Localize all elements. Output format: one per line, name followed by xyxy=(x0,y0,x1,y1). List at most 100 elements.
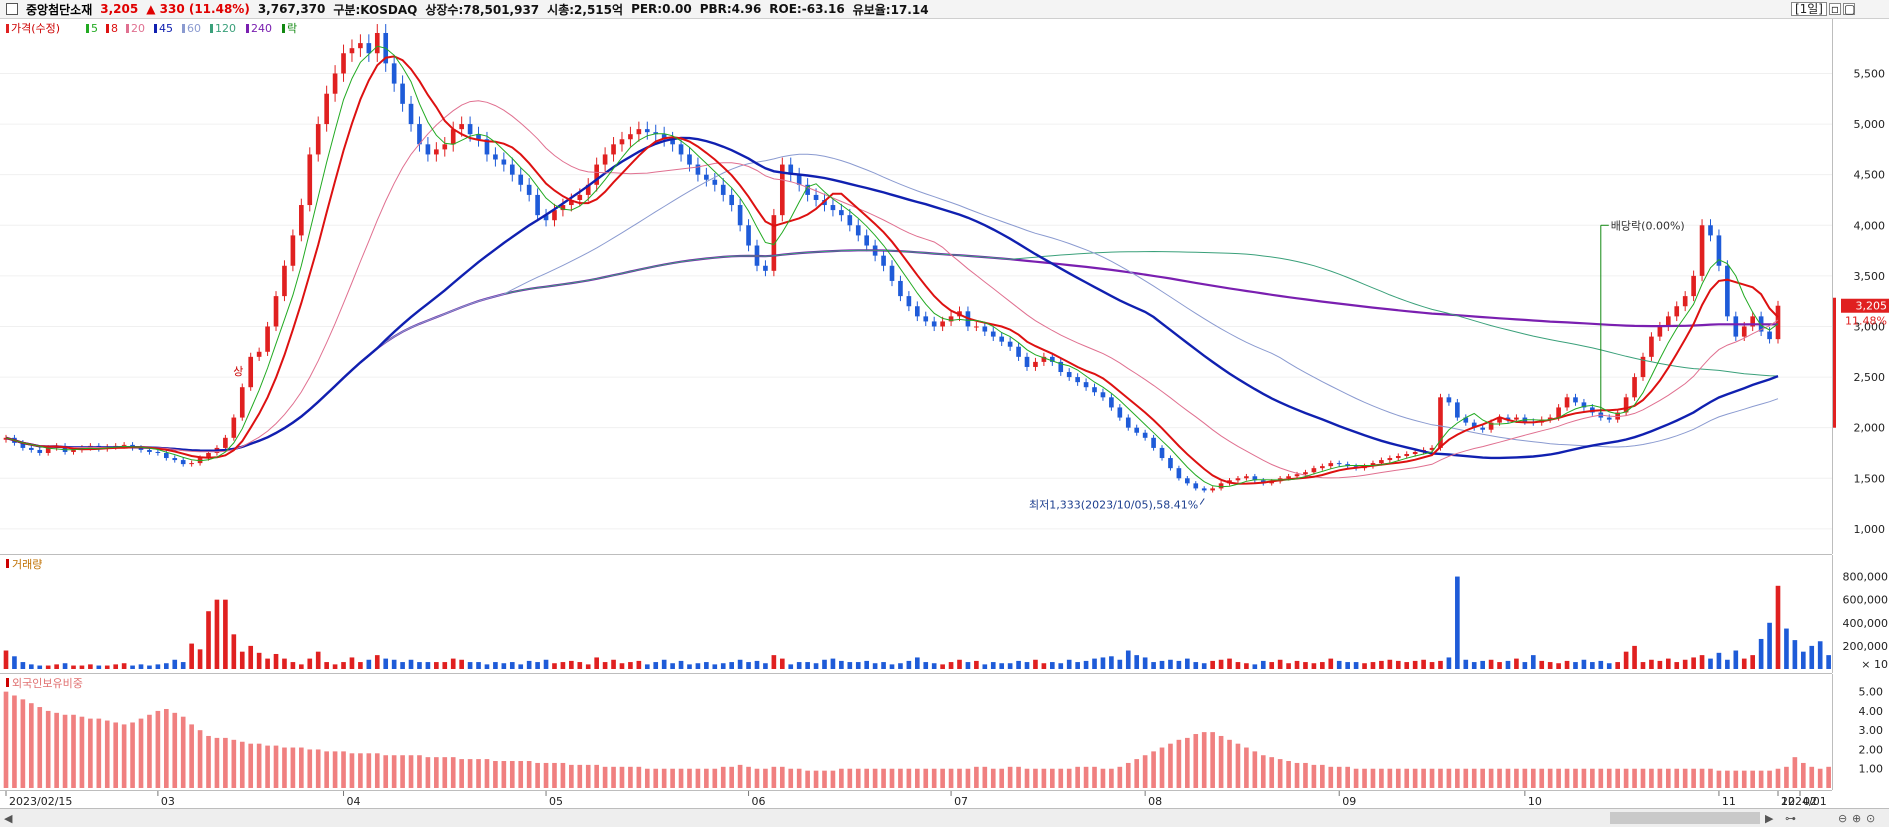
volume-bar[interactable] xyxy=(450,658,456,669)
candle[interactable] xyxy=(1083,382,1089,388)
candle[interactable] xyxy=(535,194,540,216)
volume-bar[interactable] xyxy=(670,663,675,669)
volume-bar[interactable] xyxy=(1455,576,1460,669)
volume-bar[interactable] xyxy=(931,663,937,669)
foreign-bar[interactable] xyxy=(526,761,532,788)
volume-bar[interactable] xyxy=(585,664,591,669)
foreign-bar[interactable] xyxy=(1387,768,1393,788)
volume-bar[interactable] xyxy=(839,660,844,669)
candle[interactable] xyxy=(1193,483,1199,489)
candle[interactable] xyxy=(45,447,51,453)
foreign-bar[interactable] xyxy=(1750,770,1756,788)
foreign-bar[interactable] xyxy=(1809,766,1815,788)
volume-bar[interactable] xyxy=(307,658,313,669)
candle[interactable] xyxy=(990,331,996,337)
volume-bar[interactable] xyxy=(628,662,633,669)
candle[interactable] xyxy=(1379,460,1384,464)
candle[interactable] xyxy=(1395,456,1401,459)
foreign-bar[interactable] xyxy=(1522,768,1528,788)
foreign-bar[interactable] xyxy=(467,759,473,788)
foreign-bar[interactable] xyxy=(1530,768,1536,788)
foreign-bar[interactable] xyxy=(628,766,633,788)
candle[interactable] xyxy=(1716,235,1722,266)
foreign-bar[interactable] xyxy=(442,757,448,788)
candle[interactable] xyxy=(1100,392,1106,398)
candle[interactable] xyxy=(931,321,937,327)
volume-bar[interactable] xyxy=(28,664,34,669)
volume-bar[interactable] xyxy=(358,662,363,669)
foreign-bar[interactable] xyxy=(535,762,540,788)
foreign-bar[interactable] xyxy=(560,762,566,788)
foreign-bar[interactable] xyxy=(1691,768,1696,788)
volume-bar[interactable] xyxy=(1632,645,1637,669)
foreign-bar[interactable] xyxy=(1176,739,1182,788)
zoom-reset-icon[interactable]: ⊙ xyxy=(1866,812,1875,825)
foreign-bar[interactable] xyxy=(434,757,439,788)
foreign-bar[interactable] xyxy=(501,761,507,788)
volume-bar[interactable] xyxy=(239,651,245,669)
foreign-bar[interactable] xyxy=(1303,762,1308,788)
foreign-bar[interactable] xyxy=(569,764,574,788)
foreign-bar[interactable] xyxy=(1159,747,1165,788)
foreign-bar[interactable] xyxy=(822,770,827,788)
volume-bar[interactable] xyxy=(1539,660,1545,669)
foreign-bar[interactable] xyxy=(737,764,743,788)
volume-bar[interactable] xyxy=(1674,662,1680,669)
volume-bar[interactable] xyxy=(493,662,498,669)
volume-bar[interactable] xyxy=(594,657,599,669)
foreign-bar[interactable] xyxy=(636,766,642,788)
foreign-bar[interactable] xyxy=(1429,768,1435,788)
foreign-bar[interactable] xyxy=(1514,768,1519,788)
foreign-bar[interactable] xyxy=(1370,768,1376,788)
foreign-bar[interactable] xyxy=(349,753,355,788)
foreign-bar[interactable] xyxy=(155,710,161,788)
volume-bar[interactable] xyxy=(273,653,279,669)
candle[interactable] xyxy=(644,129,650,133)
volume-bar[interactable] xyxy=(1210,660,1215,669)
foreign-bar[interactable] xyxy=(324,751,329,788)
candle[interactable] xyxy=(400,83,405,104)
maximize-icon[interactable]: ▢ xyxy=(1843,2,1856,16)
volume-bar[interactable] xyxy=(1379,660,1384,669)
scroll-right-icon[interactable]: ▶ xyxy=(1765,812,1774,825)
candle[interactable] xyxy=(1142,432,1148,438)
candle[interactable] xyxy=(1623,397,1629,413)
foreign-bar[interactable] xyxy=(1117,766,1123,788)
foreign-bar[interactable] xyxy=(779,766,785,788)
volume-bar[interactable] xyxy=(1024,662,1030,669)
candle[interactable] xyxy=(366,43,372,54)
candle[interactable] xyxy=(1252,476,1258,481)
volume-bar[interactable] xyxy=(1016,660,1021,669)
candle[interactable] xyxy=(1708,225,1713,236)
volume-bar[interactable] xyxy=(442,662,448,669)
foreign-bar[interactable] xyxy=(1497,768,1502,788)
candle[interactable] xyxy=(982,326,988,332)
candle[interactable] xyxy=(332,73,338,94)
foreign-bar[interactable] xyxy=(1353,768,1359,788)
volume-bar[interactable] xyxy=(889,664,895,669)
volume-bar[interactable] xyxy=(1252,664,1258,669)
foreign-bar[interactable] xyxy=(1252,751,1258,788)
volume-bar[interactable] xyxy=(62,663,68,669)
volume-bar[interactable] xyxy=(1573,662,1578,669)
foreign-bar[interactable] xyxy=(644,768,650,788)
volume-bar[interactable] xyxy=(332,664,338,669)
candle[interactable] xyxy=(1016,346,1021,357)
foreign-bar[interactable] xyxy=(1581,768,1587,788)
volume-bar[interactable] xyxy=(1741,658,1747,669)
select-checkbox[interactable] xyxy=(6,3,18,15)
zoom-slider-icon[interactable]: ⊶ xyxy=(1785,812,1796,825)
foreign-bar[interactable] xyxy=(147,714,152,788)
volume-bar[interactable] xyxy=(172,659,178,669)
foreign-chart[interactable]: 외국인보유비중 xyxy=(0,674,1857,790)
volume-bar[interactable] xyxy=(391,659,397,669)
volume-bar[interactable] xyxy=(180,662,186,669)
volume-bar[interactable] xyxy=(3,650,9,669)
volume-bar[interactable] xyxy=(1151,662,1156,669)
candle[interactable] xyxy=(1303,472,1308,475)
foreign-bar[interactable] xyxy=(1665,768,1671,788)
volume-bar[interactable] xyxy=(1699,655,1705,669)
foreign-bar[interactable] xyxy=(71,714,76,788)
volume-bar[interactable] xyxy=(526,660,532,669)
foreign-bar[interactable] xyxy=(1488,768,1494,788)
